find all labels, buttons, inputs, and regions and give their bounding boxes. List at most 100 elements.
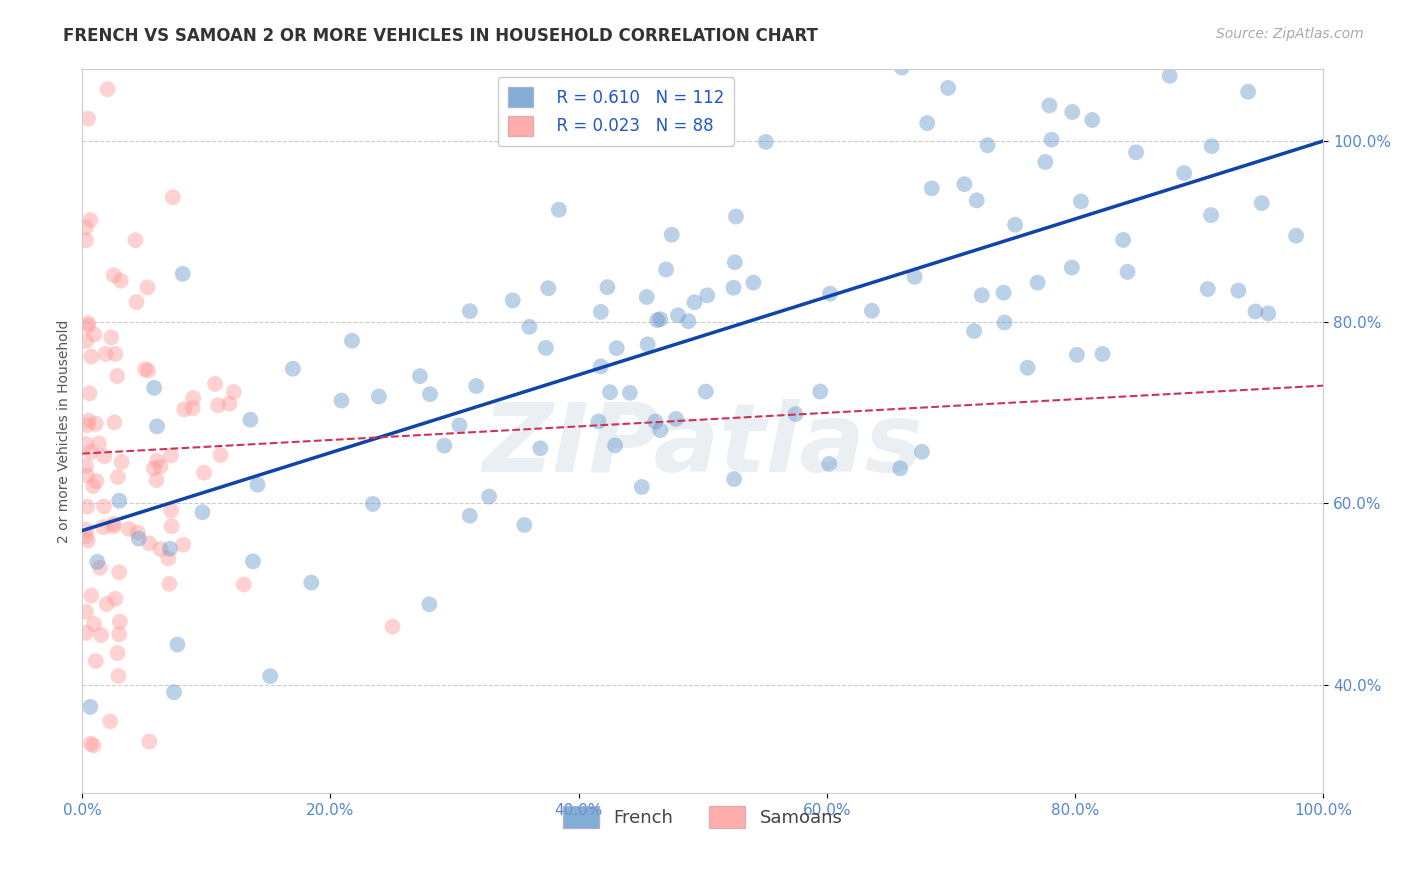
Point: [1033, 155, 1056, 169]
Point: [367, 389, 389, 403]
Point: [107, 669, 129, 683]
Point: [143, 381, 166, 395]
Point: [98, 714, 121, 729]
Point: [110, 274, 132, 288]
Point: [1040, 133, 1063, 147]
Point: [259, 669, 281, 683]
Point: [80, 350, 103, 364]
Point: [785, 407, 807, 421]
Point: [418, 597, 440, 611]
Point: [1285, 228, 1308, 243]
Point: [1070, 194, 1092, 209]
Point: [191, 505, 214, 519]
Point: [87, 436, 110, 450]
Point: [75, 437, 97, 451]
Point: [94, 347, 117, 361]
Point: [723, 472, 745, 486]
Point: [76, 533, 98, 548]
Point: [340, 334, 363, 348]
Point: [890, 61, 912, 75]
Point: [124, 233, 146, 247]
Point: [458, 508, 481, 523]
Point: [181, 391, 204, 405]
Point: [79, 699, 101, 714]
Point: [173, 402, 195, 417]
Point: [636, 290, 658, 304]
Point: [1125, 145, 1147, 160]
Point: [128, 532, 150, 546]
Point: [603, 438, 626, 452]
Point: [100, 330, 122, 344]
Point: [630, 480, 652, 494]
Point: [103, 416, 125, 430]
Point: [108, 627, 131, 641]
Point: [1026, 276, 1049, 290]
Point: [239, 413, 262, 427]
Point: [136, 363, 159, 377]
Point: [149, 459, 172, 474]
Point: [246, 477, 269, 491]
Point: [966, 194, 988, 208]
Point: [755, 135, 778, 149]
Point: [644, 415, 666, 429]
Point: [529, 442, 551, 456]
Point: [127, 525, 149, 540]
Point: [75, 233, 97, 247]
Point: [93, 449, 115, 463]
Point: [82, 479, 104, 493]
Point: [107, 470, 129, 484]
Point: [678, 314, 700, 328]
Point: [1199, 208, 1222, 222]
Point: [970, 288, 993, 302]
Point: [976, 138, 998, 153]
Point: [75, 220, 97, 235]
Point: [75, 605, 97, 619]
Point: [160, 503, 183, 517]
Point: [108, 493, 131, 508]
Point: [519, 319, 541, 334]
Point: [742, 276, 765, 290]
Point: [125, 295, 148, 310]
Point: [103, 516, 125, 531]
Point: [75, 523, 97, 537]
Y-axis label: 2 or more Vehicles in Household: 2 or more Vehicles in Household: [58, 319, 72, 542]
Point: [911, 444, 934, 458]
Point: [1060, 260, 1083, 275]
Point: [209, 448, 232, 462]
Point: [84, 417, 107, 431]
Point: [433, 439, 456, 453]
Point: [619, 385, 641, 400]
Point: [818, 286, 841, 301]
Point: [160, 449, 183, 463]
Point: [381, 619, 404, 633]
Point: [110, 455, 132, 469]
Point: [645, 313, 668, 327]
Point: [1159, 69, 1181, 83]
Point: [75, 458, 97, 473]
Point: [936, 81, 959, 95]
Point: [76, 468, 98, 483]
Point: [80, 589, 103, 603]
Point: [953, 177, 976, 191]
Point: [232, 577, 254, 591]
Point: [134, 362, 156, 376]
Point: [683, 295, 706, 310]
Point: [222, 384, 245, 399]
Point: [118, 522, 141, 536]
Point: [172, 538, 194, 552]
Point: [281, 361, 304, 376]
Point: [76, 418, 98, 433]
Point: [1066, 348, 1088, 362]
Point: [650, 312, 672, 326]
Point: [76, 500, 98, 514]
Point: [1173, 166, 1195, 180]
Point: [903, 269, 925, 284]
Point: [162, 190, 184, 204]
Point: [513, 518, 536, 533]
Point: [589, 359, 612, 374]
Point: [163, 685, 186, 699]
Point: [915, 116, 938, 130]
Legend: French, Samoans: French, Samoans: [555, 798, 851, 835]
Point: [361, 497, 384, 511]
Point: [181, 401, 204, 416]
